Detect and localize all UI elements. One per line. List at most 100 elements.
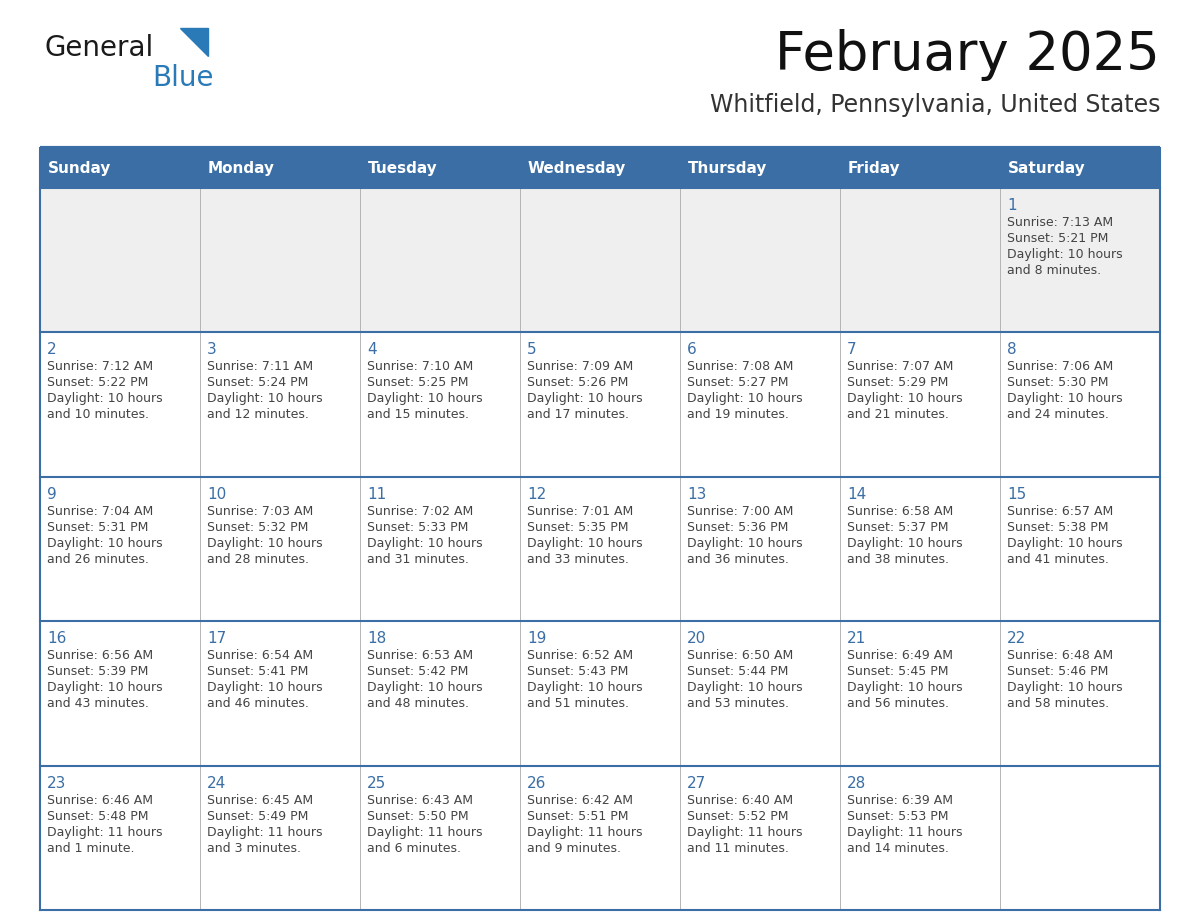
Text: and 6 minutes.: and 6 minutes. — [367, 842, 461, 855]
Text: and 53 minutes.: and 53 minutes. — [687, 697, 789, 711]
Text: 15: 15 — [1007, 487, 1026, 502]
Bar — [40, 332, 1159, 476]
Text: 19: 19 — [527, 632, 546, 646]
Text: and 51 minutes.: and 51 minutes. — [527, 697, 628, 711]
Text: Daylight: 10 hours: Daylight: 10 hours — [207, 537, 323, 550]
Text: Sunset: 5:38 PM: Sunset: 5:38 PM — [1007, 521, 1108, 533]
Text: Daylight: 10 hours: Daylight: 10 hours — [1007, 392, 1123, 406]
Text: Sunrise: 7:06 AM: Sunrise: 7:06 AM — [1007, 361, 1113, 374]
Text: 25: 25 — [367, 776, 386, 790]
Text: Sunrise: 6:45 AM: Sunrise: 6:45 AM — [207, 793, 314, 807]
Text: 16: 16 — [48, 632, 67, 646]
Text: 11: 11 — [367, 487, 386, 502]
Text: 8: 8 — [1007, 342, 1017, 357]
Text: 5: 5 — [527, 342, 537, 357]
Text: Tuesday: Tuesday — [368, 161, 437, 175]
Text: Sunset: 5:26 PM: Sunset: 5:26 PM — [527, 376, 628, 389]
Text: Sunrise: 7:02 AM: Sunrise: 7:02 AM — [367, 505, 473, 518]
Text: Sunrise: 6:49 AM: Sunrise: 6:49 AM — [847, 649, 953, 662]
Text: Daylight: 10 hours: Daylight: 10 hours — [527, 537, 643, 550]
Text: and 58 minutes.: and 58 minutes. — [1007, 697, 1110, 711]
Text: Daylight: 10 hours: Daylight: 10 hours — [48, 392, 163, 406]
Text: Sunset: 5:53 PM: Sunset: 5:53 PM — [847, 810, 948, 823]
Text: and 41 minutes.: and 41 minutes. — [1007, 553, 1108, 565]
Text: and 31 minutes.: and 31 minutes. — [367, 553, 469, 565]
Text: 20: 20 — [687, 632, 706, 646]
Text: Daylight: 10 hours: Daylight: 10 hours — [367, 392, 482, 406]
Text: Sunrise: 6:46 AM: Sunrise: 6:46 AM — [48, 793, 153, 807]
Text: Sunset: 5:35 PM: Sunset: 5:35 PM — [527, 521, 628, 533]
Text: and 46 minutes.: and 46 minutes. — [207, 697, 309, 711]
Text: Sunset: 5:25 PM: Sunset: 5:25 PM — [367, 376, 468, 389]
Text: Daylight: 10 hours: Daylight: 10 hours — [367, 537, 482, 550]
Text: Sunrise: 6:40 AM: Sunrise: 6:40 AM — [687, 793, 794, 807]
Text: Monday: Monday — [208, 161, 274, 175]
Text: Sunday: Sunday — [48, 161, 112, 175]
Text: Sunrise: 7:04 AM: Sunrise: 7:04 AM — [48, 505, 153, 518]
Text: and 36 minutes.: and 36 minutes. — [687, 553, 789, 565]
Text: Daylight: 11 hours: Daylight: 11 hours — [48, 825, 163, 839]
Text: Friday: Friday — [848, 161, 901, 175]
Text: and 17 minutes.: and 17 minutes. — [527, 409, 628, 421]
Text: 28: 28 — [847, 776, 866, 790]
Text: Sunset: 5:39 PM: Sunset: 5:39 PM — [48, 666, 148, 678]
Text: Sunrise: 6:50 AM: Sunrise: 6:50 AM — [687, 649, 794, 662]
Text: Sunrise: 6:56 AM: Sunrise: 6:56 AM — [48, 649, 153, 662]
Text: and 21 minutes.: and 21 minutes. — [847, 409, 949, 421]
Text: 18: 18 — [367, 632, 386, 646]
Text: February 2025: February 2025 — [776, 29, 1159, 81]
Polygon shape — [181, 28, 208, 56]
Text: Wednesday: Wednesday — [527, 161, 626, 175]
Text: and 33 minutes.: and 33 minutes. — [527, 553, 628, 565]
Text: and 11 minutes.: and 11 minutes. — [687, 842, 789, 855]
Text: Sunset: 5:37 PM: Sunset: 5:37 PM — [847, 521, 948, 533]
Text: 12: 12 — [527, 487, 546, 502]
Text: Daylight: 10 hours: Daylight: 10 hours — [1007, 537, 1123, 550]
Text: and 9 minutes.: and 9 minutes. — [527, 842, 621, 855]
Text: 10: 10 — [207, 487, 226, 502]
Text: and 8 minutes.: and 8 minutes. — [1007, 264, 1101, 277]
Text: Sunset: 5:36 PM: Sunset: 5:36 PM — [687, 521, 789, 533]
Text: Whitfield, Pennsylvania, United States: Whitfield, Pennsylvania, United States — [709, 93, 1159, 117]
Text: Sunrise: 7:09 AM: Sunrise: 7:09 AM — [527, 361, 633, 374]
Text: Sunset: 5:24 PM: Sunset: 5:24 PM — [207, 376, 309, 389]
Text: and 3 minutes.: and 3 minutes. — [207, 842, 301, 855]
Text: and 38 minutes.: and 38 minutes. — [847, 553, 949, 565]
Text: Daylight: 10 hours: Daylight: 10 hours — [1007, 681, 1123, 694]
Text: Sunset: 5:33 PM: Sunset: 5:33 PM — [367, 521, 468, 533]
Text: Sunrise: 7:11 AM: Sunrise: 7:11 AM — [207, 361, 314, 374]
Text: Sunrise: 6:43 AM: Sunrise: 6:43 AM — [367, 793, 473, 807]
Text: 26: 26 — [527, 776, 546, 790]
Text: Sunset: 5:41 PM: Sunset: 5:41 PM — [207, 666, 309, 678]
Text: Sunset: 5:48 PM: Sunset: 5:48 PM — [48, 810, 148, 823]
Text: Daylight: 10 hours: Daylight: 10 hours — [687, 392, 803, 406]
Text: Sunrise: 6:57 AM: Sunrise: 6:57 AM — [1007, 505, 1113, 518]
Text: Daylight: 10 hours: Daylight: 10 hours — [367, 681, 482, 694]
Text: Sunrise: 7:01 AM: Sunrise: 7:01 AM — [527, 505, 633, 518]
Text: Daylight: 11 hours: Daylight: 11 hours — [687, 825, 803, 839]
Text: and 12 minutes.: and 12 minutes. — [207, 409, 309, 421]
Text: 17: 17 — [207, 632, 226, 646]
Text: Sunrise: 6:52 AM: Sunrise: 6:52 AM — [527, 649, 633, 662]
Text: Sunrise: 6:53 AM: Sunrise: 6:53 AM — [367, 649, 473, 662]
Text: General: General — [45, 34, 154, 62]
Text: Daylight: 10 hours: Daylight: 10 hours — [687, 537, 803, 550]
Text: and 14 minutes.: and 14 minutes. — [847, 842, 949, 855]
Text: Sunrise: 7:00 AM: Sunrise: 7:00 AM — [687, 505, 794, 518]
Text: and 43 minutes.: and 43 minutes. — [48, 697, 148, 711]
Bar — [40, 148, 1159, 188]
Bar — [40, 621, 1159, 766]
Text: Daylight: 10 hours: Daylight: 10 hours — [847, 537, 962, 550]
Text: and 10 minutes.: and 10 minutes. — [48, 409, 148, 421]
Text: Sunset: 5:43 PM: Sunset: 5:43 PM — [527, 666, 628, 678]
Text: and 15 minutes.: and 15 minutes. — [367, 409, 469, 421]
Text: Daylight: 10 hours: Daylight: 10 hours — [527, 392, 643, 406]
Text: Sunset: 5:46 PM: Sunset: 5:46 PM — [1007, 666, 1108, 678]
Text: Daylight: 10 hours: Daylight: 10 hours — [687, 681, 803, 694]
Text: Daylight: 10 hours: Daylight: 10 hours — [1007, 248, 1123, 261]
Text: Sunset: 5:50 PM: Sunset: 5:50 PM — [367, 810, 468, 823]
Text: Sunrise: 6:58 AM: Sunrise: 6:58 AM — [847, 505, 953, 518]
Text: Sunrise: 7:08 AM: Sunrise: 7:08 AM — [687, 361, 794, 374]
Text: 4: 4 — [367, 342, 377, 357]
Text: Daylight: 10 hours: Daylight: 10 hours — [207, 392, 323, 406]
